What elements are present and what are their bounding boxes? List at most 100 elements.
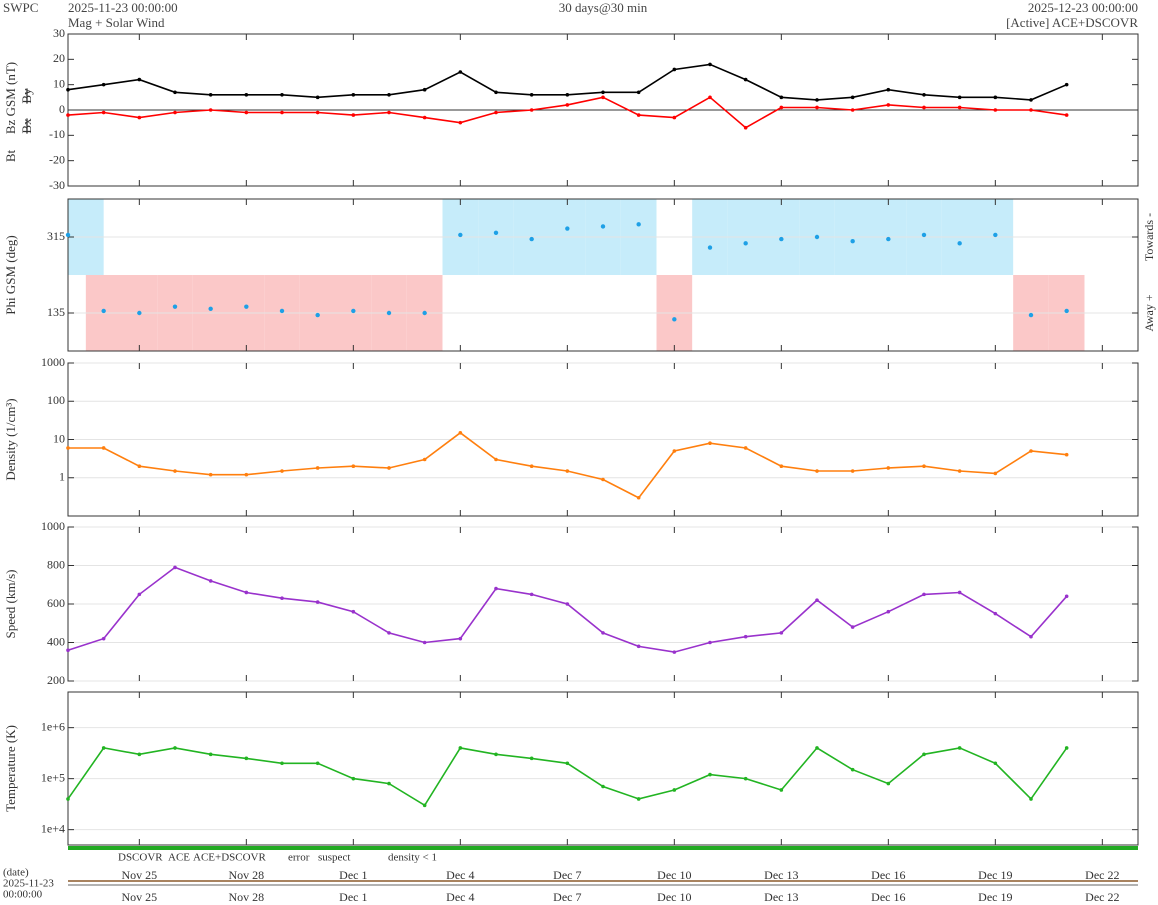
x-tick-label: Dec 16 [871, 868, 905, 882]
series-point [351, 464, 356, 469]
series-point [351, 93, 356, 97]
series-point [101, 110, 106, 115]
series-point [922, 592, 926, 597]
end-time: 2025-12-23 00:00:00 [1028, 0, 1138, 15]
series-point [66, 87, 70, 92]
y-axis-label: By [19, 88, 34, 104]
series-point [1064, 82, 1069, 87]
date-axis-day: 2025-11-23 [3, 878, 54, 890]
series-point [422, 87, 427, 92]
series-point [458, 746, 463, 750]
series-point [315, 95, 320, 100]
series-point [280, 93, 284, 97]
series-point [458, 70, 463, 74]
series-point [1028, 312, 1034, 318]
series-point [672, 788, 677, 792]
x-tick-label: Dec 1 [339, 868, 367, 882]
series-point [921, 232, 927, 238]
series-point [850, 469, 855, 473]
span: 30 days@30 min [559, 0, 648, 15]
series-point [66, 797, 70, 801]
series-point [137, 464, 142, 469]
series-point [244, 472, 249, 477]
series-point [422, 115, 427, 120]
series-point [279, 308, 285, 314]
y-tick-label: 135 [47, 305, 65, 319]
series-point [672, 650, 677, 654]
y-axis-label: Bx [19, 118, 34, 134]
status-legend: suspect [318, 852, 350, 864]
x-tick-label: Dec 10 [657, 868, 691, 882]
y-tick-label: 20 [53, 51, 65, 65]
y-tick-label: 10 [53, 76, 65, 90]
series-point [351, 776, 356, 781]
y-axis-label: Phi GSM (deg) [3, 235, 18, 314]
x-tick-label: Nov 25 [121, 868, 157, 882]
series-point [458, 120, 463, 125]
series-point [601, 477, 605, 482]
series-line [67, 96, 1067, 129]
x-tick-label: Dec 7 [553, 890, 581, 904]
series-point [244, 110, 249, 115]
series-point [529, 592, 534, 597]
y-tick-label: 800 [47, 557, 65, 571]
series-point [208, 752, 213, 757]
series-point [101, 82, 106, 87]
series-point [850, 239, 855, 244]
series-point [636, 644, 641, 649]
series-point [137, 592, 142, 597]
series-point [957, 95, 962, 100]
x-tick-label: Dec 4 [446, 868, 474, 882]
x-tick-label: Dec 7 [553, 868, 581, 882]
y-tick-label: -30 [49, 178, 65, 192]
series-point [708, 62, 712, 67]
series-point [850, 625, 855, 629]
series-point [422, 803, 427, 808]
series-line [67, 746, 1068, 807]
y-tick-label: 600 [47, 596, 65, 610]
series-point [351, 113, 356, 117]
series-point [101, 308, 106, 314]
x-tick-label: Dec 4 [446, 890, 474, 904]
x-tick-label: Dec 22 [1085, 868, 1119, 882]
series-point [387, 93, 391, 97]
series-point [708, 441, 712, 446]
series-point [672, 449, 677, 453]
series-point [850, 108, 855, 112]
series-point [386, 310, 392, 316]
series-point [1064, 746, 1069, 750]
series-point [137, 115, 142, 120]
series-point [565, 93, 570, 97]
y-tick-label: 10 [53, 431, 65, 445]
y-tick-label: 315 [47, 229, 65, 243]
status-legend: density < 1 [388, 852, 437, 864]
series-point [636, 495, 641, 500]
series-point [886, 236, 891, 242]
y-axis-label: Temperature (K) [3, 725, 18, 812]
series-point [1029, 797, 1033, 801]
subtitle: Mag + Solar Wind [68, 15, 165, 30]
series-point [529, 236, 534, 242]
series-point [315, 312, 320, 318]
series-point [993, 232, 998, 238]
y-tick-label: 400 [47, 634, 65, 648]
series-point [529, 756, 534, 761]
series-point [493, 230, 499, 235]
side-label: Towards - [1142, 213, 1156, 261]
start-time: 2025-11-23 00:00:00 [68, 0, 178, 15]
side-label: Away + [1142, 294, 1156, 332]
y-tick-label: 1e+6 [41, 719, 65, 733]
series-point [993, 761, 998, 766]
series-point [1029, 449, 1033, 453]
series-point [66, 113, 70, 117]
series-point [993, 611, 998, 616]
plot-frame [67, 691, 1139, 846]
series-point [315, 761, 320, 766]
series-point [779, 95, 784, 100]
series-point [529, 464, 534, 469]
series-point [743, 241, 748, 246]
y-tick-label: -20 [49, 152, 65, 166]
series-point [208, 108, 213, 112]
series-point [101, 446, 106, 450]
series-point [280, 761, 284, 766]
